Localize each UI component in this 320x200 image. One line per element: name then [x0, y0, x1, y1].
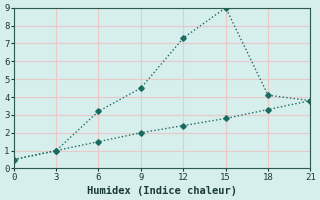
X-axis label: Humidex (Indice chaleur): Humidex (Indice chaleur) [87, 186, 237, 196]
